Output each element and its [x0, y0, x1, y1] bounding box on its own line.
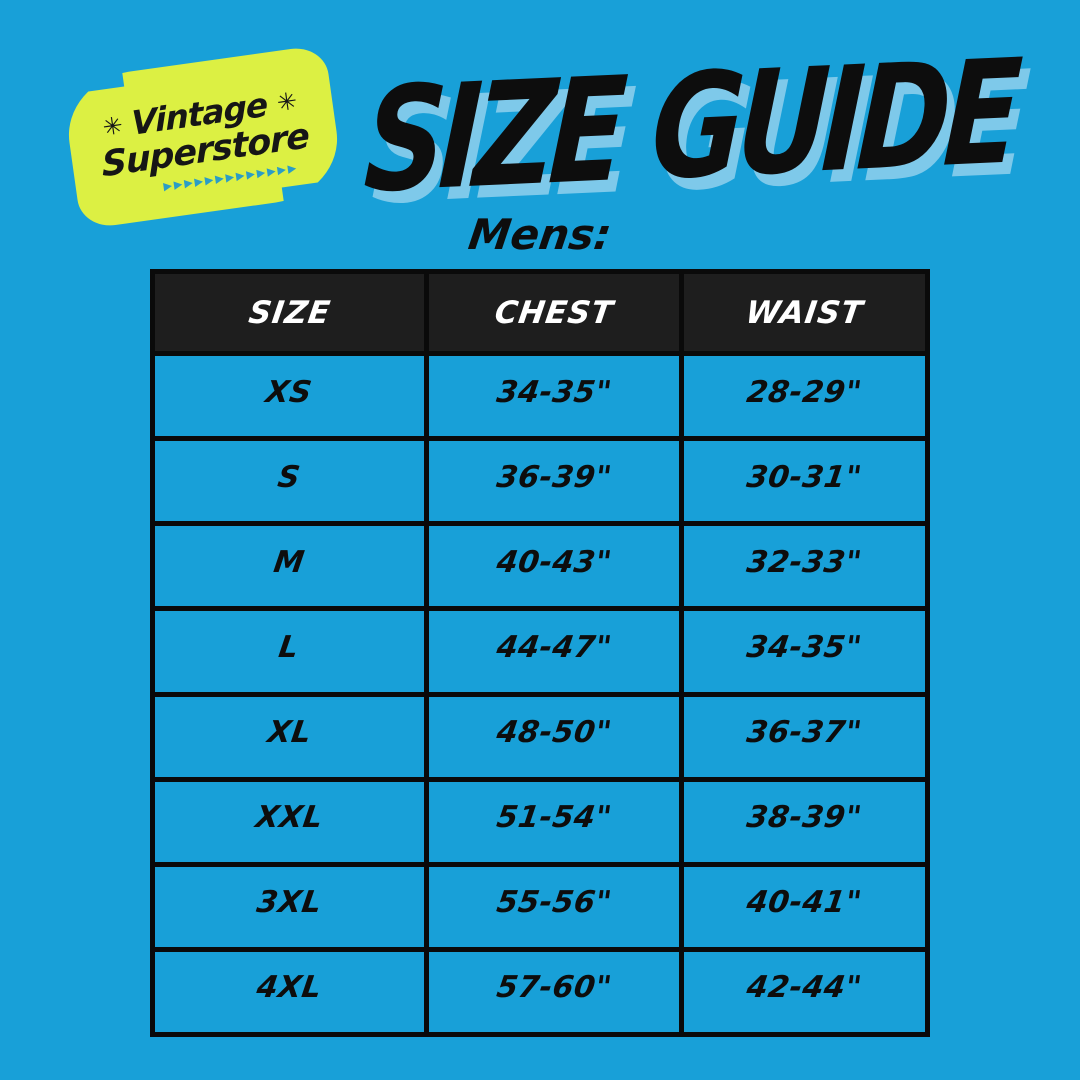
table-row: 4XL 57-60" 42-44"	[150, 946, 930, 1038]
cell-chest: 51-54"	[423, 776, 685, 867]
cell-chest: 57-60"	[423, 946, 685, 1038]
cell-size: M	[150, 521, 429, 612]
cell-size: 4XL	[150, 946, 429, 1038]
table-row: XL 48-50" 36-37"	[150, 691, 930, 782]
size-table-body: XS 34-35" 28-29" S 36-39" 30-31" M 40-43…	[150, 350, 930, 1038]
cell-waist: 30-31"	[679, 436, 930, 527]
cell-chest: 40-43"	[423, 521, 685, 612]
cell-chest: 34-35"	[423, 350, 685, 442]
size-table-header: SIZE CHEST WAIST	[150, 269, 930, 356]
header-row: SIZE CHEST WAIST	[150, 269, 930, 356]
header-waist: WAIST	[679, 269, 930, 356]
cell-chest: 36-39"	[423, 436, 685, 527]
table-row: XXL 51-54" 38-39"	[150, 776, 930, 867]
table-row: L 44-47" 34-35"	[150, 606, 930, 697]
table-row: XS 34-35" 28-29"	[150, 350, 930, 442]
cell-size: XXL	[150, 776, 429, 867]
cell-size: L	[150, 606, 429, 697]
cell-waist: 38-39"	[679, 776, 930, 867]
cell-waist: 34-35"	[679, 606, 930, 697]
page-title: SIZE GUIDE	[360, 26, 1020, 225]
table-row: S 36-39" 30-31"	[150, 436, 930, 527]
cell-chest: 48-50"	[423, 691, 685, 782]
cell-size: S	[150, 436, 429, 527]
vintage-superstore-badge: ✳ Vintage ✳ Superstore ▶▶▶▶▶▶▶▶▶▶▶▶▶	[60, 44, 346, 230]
badge-content: ✳ Vintage ✳ Superstore ▶▶▶▶▶▶▶▶▶▶▶▶▶	[61, 44, 345, 230]
cell-waist: 40-41"	[679, 861, 930, 952]
section-label-mens: Mens:	[465, 210, 615, 259]
cell-chest: 44-47"	[423, 606, 685, 697]
sparkle-icon: ✳	[275, 85, 299, 117]
header-size: SIZE	[150, 269, 429, 356]
cell-size: XL	[150, 691, 429, 782]
cell-waist: 36-37"	[679, 691, 930, 782]
cell-size: 3XL	[150, 861, 429, 952]
cell-waist: 42-44"	[679, 946, 930, 1038]
cell-waist: 32-33"	[679, 521, 930, 612]
cell-waist: 28-29"	[679, 350, 930, 442]
sparkle-icon: ✳	[101, 110, 124, 141]
size-table: SIZE CHEST WAIST XS 34-35" 28-29" S 36-3…	[150, 269, 930, 1038]
table-row: 3XL 55-56" 40-41"	[150, 861, 930, 952]
cell-chest: 55-56"	[423, 861, 685, 952]
cell-size: XS	[150, 350, 429, 442]
table-row: M 40-43" 32-33"	[150, 521, 930, 612]
header-chest: CHEST	[423, 269, 685, 356]
